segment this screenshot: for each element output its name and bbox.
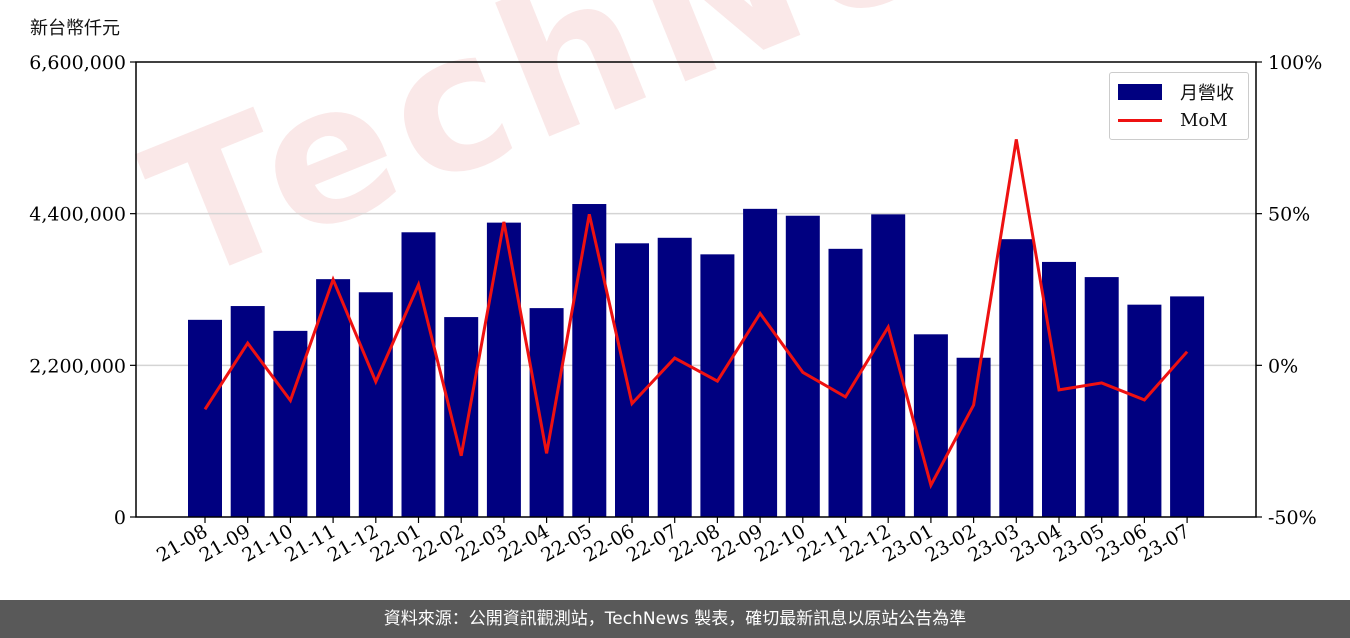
revenue-bar-23-07 bbox=[1170, 296, 1205, 517]
source-footer: 資料來源：公開資訊觀測站，TechNews 製表，確切最新訊息以原站公告為準 bbox=[0, 600, 1350, 638]
plot-frame bbox=[135, 61, 1257, 518]
left-tick-label: 4,400,000 bbox=[29, 204, 126, 226]
legend-label-mom: MoM bbox=[1180, 109, 1228, 131]
right-tick-label: 0% bbox=[1268, 355, 1298, 377]
revenue-bar-21-09 bbox=[230, 306, 265, 517]
revenue-bar-23-03 bbox=[999, 239, 1034, 517]
revenue-bar-21-12 bbox=[358, 292, 393, 517]
chart-legend: 月營收 MoM bbox=[1109, 72, 1249, 140]
revenue-bar-22-10 bbox=[785, 215, 820, 517]
revenue-bar-22-11 bbox=[828, 248, 863, 518]
revenue-bar-21-08 bbox=[188, 319, 222, 517]
left-tick-label: 6,600,000 bbox=[29, 52, 126, 74]
revenue-bar-23-05 bbox=[1084, 277, 1119, 517]
right-tick-label: 50% bbox=[1268, 204, 1310, 226]
legend-swatch-bar bbox=[1118, 84, 1162, 100]
revenue-bar-23-01 bbox=[913, 334, 948, 517]
revenue-bar-22-06 bbox=[615, 243, 649, 517]
revenue-bar-21-10 bbox=[273, 330, 308, 517]
revenue-bar-22-08 bbox=[700, 254, 735, 517]
revenue-bar-22-03 bbox=[486, 222, 521, 517]
revenue-bar-23-06 bbox=[1127, 304, 1162, 517]
legend-item-revenue: 月營收 bbox=[1118, 79, 1234, 105]
legend-label-revenue: 月營收 bbox=[1180, 83, 1234, 104]
legend-swatch-line bbox=[1118, 118, 1162, 122]
legend-item-mom: MoM bbox=[1118, 107, 1228, 133]
right-tick-label: -50% bbox=[1268, 507, 1317, 529]
y-axis-unit-label: 新台幣仟元 bbox=[30, 18, 120, 39]
revenue-bar-22-02 bbox=[444, 317, 479, 517]
revenue-bar-21-11 bbox=[316, 279, 351, 517]
revenue-chart: 0 2,200,000 4,400,000 6,600,000 -50% 0% 50% 100… bbox=[29, 52, 1322, 567]
left-tick-label: 2,200,000 bbox=[29, 355, 126, 377]
revenue-bar-22-09 bbox=[743, 208, 778, 517]
revenue-bar-22-07 bbox=[657, 237, 692, 517]
revenue-bar-22-05 bbox=[572, 204, 607, 518]
left-tick-label: 0 bbox=[114, 507, 126, 529]
right-tick-label: 100% bbox=[1268, 52, 1322, 74]
revenue-bar-22-01 bbox=[401, 232, 436, 517]
mom-line bbox=[203, 139, 1189, 490]
revenue-bar-23-02 bbox=[956, 357, 991, 517]
revenue-bar-22-04 bbox=[529, 308, 564, 517]
